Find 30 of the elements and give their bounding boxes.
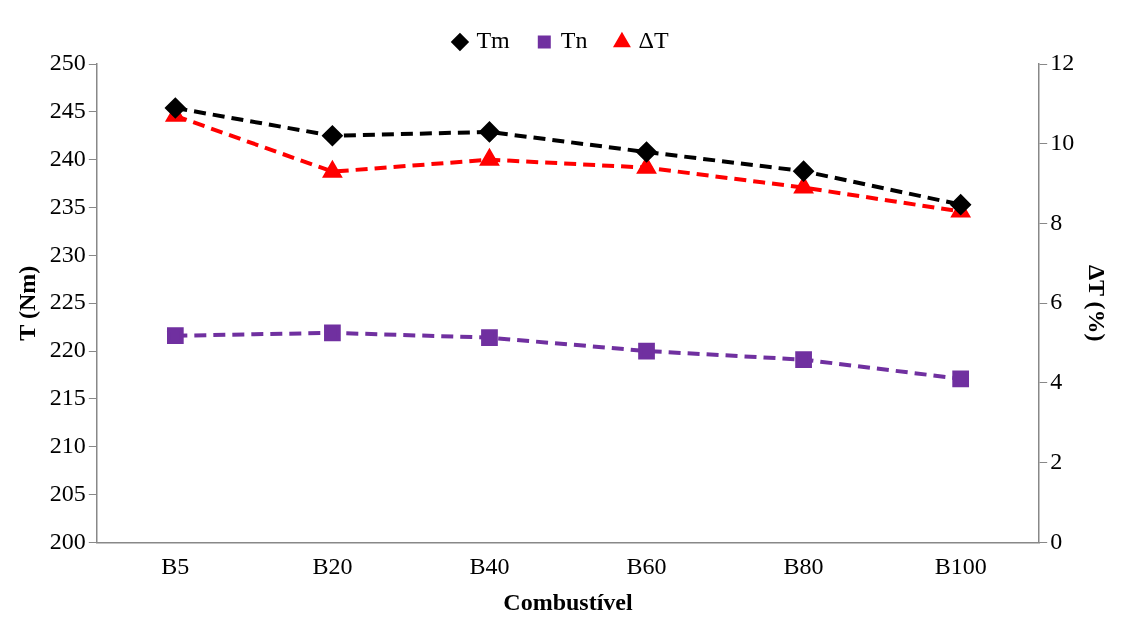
y-tick-label: 250 [49, 49, 86, 76]
x-tick-label: B5 [161, 553, 190, 580]
y-tick-label: 225 [49, 288, 86, 315]
y-tick-label: 210 [49, 432, 86, 459]
y-tick-label: 230 [49, 240, 86, 267]
legend-label: Tn [560, 27, 588, 54]
y-tick-label: 245 [49, 97, 86, 124]
x-tick-label: B100 [934, 553, 987, 580]
x-tick-label: B20 [312, 553, 353, 580]
legend-label: Tm [476, 27, 511, 54]
y-tick-label: 205 [49, 479, 86, 506]
y-axis-title: T (Nm) [13, 265, 40, 341]
legend-label: ΔT [638, 27, 669, 54]
y-tick-label: 215 [49, 384, 86, 411]
y2-tick-label: 10 [1050, 129, 1075, 156]
y2-axis-title: ΔT (%) [1084, 264, 1111, 342]
y-tick-label: 240 [49, 144, 86, 171]
x-tick-label: B40 [469, 553, 510, 580]
y2-tick-label: 12 [1050, 49, 1075, 76]
y2-tick-label: 0 [1050, 527, 1063, 554]
y2-tick-label: 8 [1050, 208, 1063, 235]
x-axis-title: Combustível [503, 588, 633, 615]
y2-tick-label: 6 [1050, 288, 1063, 315]
y2-tick-label: 2 [1050, 447, 1063, 474]
y-tick-label: 235 [49, 192, 86, 219]
x-tick-label: B80 [783, 553, 824, 580]
x-tick-label: B60 [626, 553, 667, 580]
y-tick-label: 200 [49, 527, 86, 554]
y2-tick-label: 4 [1050, 368, 1063, 395]
y-tick-label: 220 [49, 336, 86, 363]
